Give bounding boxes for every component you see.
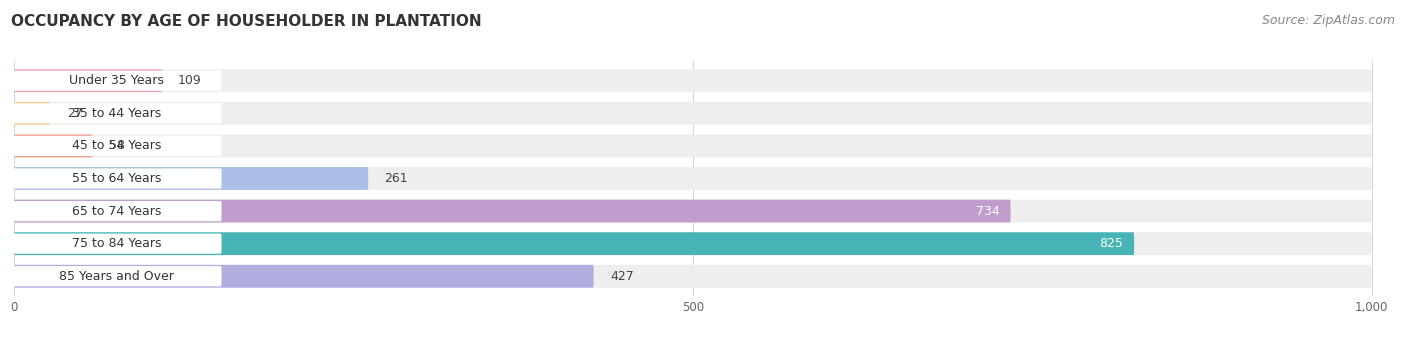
Text: 825: 825 bbox=[1099, 237, 1123, 250]
Text: Under 35 Years: Under 35 Years bbox=[69, 74, 163, 87]
Text: 85 Years and Over: 85 Years and Over bbox=[59, 270, 174, 283]
FancyBboxPatch shape bbox=[14, 167, 1372, 190]
FancyBboxPatch shape bbox=[14, 265, 593, 288]
FancyBboxPatch shape bbox=[14, 232, 1372, 255]
FancyBboxPatch shape bbox=[14, 167, 368, 190]
Text: 261: 261 bbox=[385, 172, 408, 185]
Text: 58: 58 bbox=[108, 139, 125, 152]
FancyBboxPatch shape bbox=[14, 200, 1011, 222]
FancyBboxPatch shape bbox=[11, 201, 222, 221]
Text: 65 to 74 Years: 65 to 74 Years bbox=[72, 205, 162, 218]
Text: Source: ZipAtlas.com: Source: ZipAtlas.com bbox=[1261, 14, 1395, 27]
Text: 75 to 84 Years: 75 to 84 Years bbox=[72, 237, 162, 250]
Text: OCCUPANCY BY AGE OF HOUSEHOLDER IN PLANTATION: OCCUPANCY BY AGE OF HOUSEHOLDER IN PLANT… bbox=[11, 14, 482, 29]
Text: 55 to 64 Years: 55 to 64 Years bbox=[72, 172, 162, 185]
FancyBboxPatch shape bbox=[11, 136, 222, 156]
FancyBboxPatch shape bbox=[14, 69, 162, 92]
FancyBboxPatch shape bbox=[14, 265, 1372, 288]
FancyBboxPatch shape bbox=[11, 234, 222, 254]
Text: 427: 427 bbox=[610, 270, 634, 283]
FancyBboxPatch shape bbox=[14, 200, 1372, 222]
Text: 35 to 44 Years: 35 to 44 Years bbox=[72, 107, 160, 120]
FancyBboxPatch shape bbox=[14, 232, 1135, 255]
Text: 45 to 54 Years: 45 to 54 Years bbox=[72, 139, 162, 152]
FancyBboxPatch shape bbox=[11, 71, 222, 91]
FancyBboxPatch shape bbox=[14, 135, 1372, 157]
FancyBboxPatch shape bbox=[11, 168, 222, 189]
FancyBboxPatch shape bbox=[11, 266, 222, 286]
Text: 734: 734 bbox=[976, 205, 1000, 218]
FancyBboxPatch shape bbox=[14, 102, 1372, 125]
FancyBboxPatch shape bbox=[11, 103, 222, 123]
Text: 109: 109 bbox=[179, 74, 202, 87]
FancyBboxPatch shape bbox=[14, 135, 93, 157]
FancyBboxPatch shape bbox=[14, 102, 51, 125]
Text: 27: 27 bbox=[66, 107, 83, 120]
FancyBboxPatch shape bbox=[14, 69, 1372, 92]
